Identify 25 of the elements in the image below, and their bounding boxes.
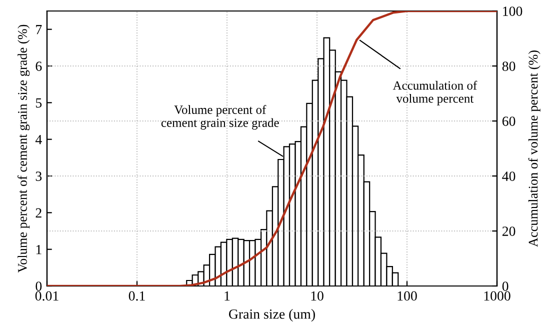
y-tick-label: 0 <box>36 282 42 291</box>
annotation: Volume percent of cement grain size grade <box>161 105 279 130</box>
x-axis-title: Grain size (um) <box>228 309 315 322</box>
y2-tick-label: 60 <box>502 116 516 126</box>
x-tick-label: 0.1 <box>128 291 145 301</box>
y-tick-label: 2 <box>36 208 42 218</box>
y-axis-title: Volume percent of cement grain size grade (%) <box>18 24 30 273</box>
y2-tick-label: 0 <box>502 282 508 291</box>
y-tick-label: 1 <box>36 244 42 254</box>
y2-tick-label: 100 <box>503 6 522 16</box>
x-tick-label: 0.01 <box>35 291 58 301</box>
x-tick-label: 1 <box>224 291 230 300</box>
y-tick-label: 6 <box>36 62 42 71</box>
annotation: Accumulation of volume percent <box>392 80 478 106</box>
y-tick-label: 3 <box>36 172 42 181</box>
y2-tick-label: 20 <box>502 226 516 236</box>
y-tick-label: 5 <box>36 98 42 108</box>
y2-tick-label: 40 <box>502 172 516 181</box>
y2-axis-title: Accumulation of volume percent (%) <box>528 50 540 247</box>
x-tick-label: 1000 <box>484 291 510 301</box>
y-tick-label: 7 <box>36 25 42 34</box>
y2-tick-label: 80 <box>502 62 516 71</box>
x-tick-label: 100 <box>398 291 417 301</box>
x-tick-label: 10 <box>311 291 324 301</box>
y-tick-label: 4 <box>35 135 42 144</box>
